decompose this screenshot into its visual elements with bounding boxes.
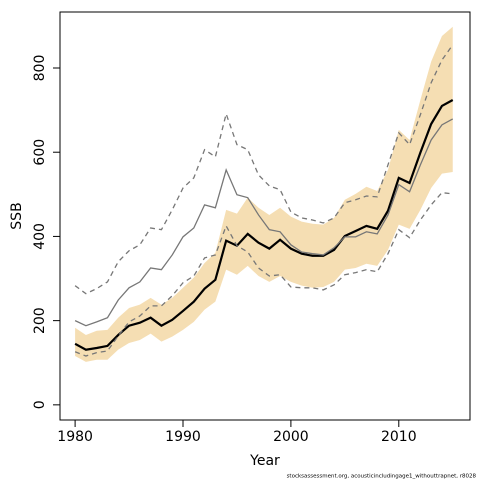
series-line — [74, 118, 454, 327]
x-axis-title: Year — [249, 453, 280, 469]
source-note: stocksassessment.org, acousticincludinga… — [287, 474, 477, 480]
y-tick-label: 200 — [32, 307, 48, 334]
x-tick-label: 2000 — [273, 429, 309, 445]
y-tick-label: 800 — [32, 55, 48, 82]
x-tick-label: 1980 — [57, 429, 93, 445]
series-line — [74, 99, 454, 351]
y-axis-title: SSB — [9, 202, 25, 229]
plot-frame — [59, 11, 471, 421]
x-tick-label: 2010 — [381, 429, 417, 445]
x-tick-label: 1990 — [165, 429, 201, 445]
y-tick-label: 0 — [32, 400, 48, 409]
y-tick-label: 600 — [32, 139, 48, 166]
y-tick-label: 400 — [32, 223, 48, 250]
confidence-band — [75, 26, 453, 362]
